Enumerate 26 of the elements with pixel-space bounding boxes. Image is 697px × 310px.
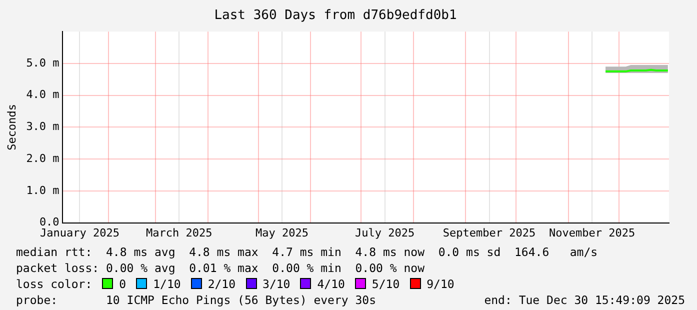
x-tick-label: November 2025 <box>549 226 636 240</box>
legend-label: 5/10 <box>372 277 400 291</box>
legend-label: 0 <box>119 277 126 291</box>
legend-label: 2/10 <box>208 277 236 291</box>
y-tick-label: 3.0 m <box>26 120 60 134</box>
x-tick-label: May 2025 <box>255 226 308 240</box>
y-tick-label: 4.0 m <box>26 88 60 102</box>
x-tick-label: July 2025 <box>354 226 415 240</box>
text: median rtt: 4.8 ms avg 4.8 ms max 4.7 ms min 4.8 ms now 0.0 ms sd 164.6 am/s <box>15 244 599 260</box>
text: probe: 10 ICMP Echo Pings (56 Bytes) every 30s <box>16 292 376 308</box>
y-tick-label: 2.0 m <box>26 152 60 165</box>
legend-label: 3/10 <box>262 277 290 291</box>
legend-label: 9/10 <box>426 277 454 291</box>
y-tick-label: 0.0 <box>39 216 60 229</box>
legend-title: loss color: <box>16 277 92 291</box>
y-tick-label: 5.0 m <box>26 56 60 70</box>
y-tick-label: 1.0 m <box>26 184 60 197</box>
text: packet loss: 0.00 % avg 0.01 % max 0.00 % min 0.00 % now <box>15 260 426 276</box>
chart-title: Last 360 Days from d76b9edfd0b1 <box>214 8 457 24</box>
y-axis-title: Seconds <box>5 104 18 150</box>
legend-label: 1/10 <box>153 277 181 291</box>
x-tick-label: January 2025 <box>40 226 120 240</box>
x-tick-label: September 2025 <box>442 226 536 240</box>
legend-label: 4/10 <box>317 277 345 291</box>
text: end: Tue Dec 30 15:49:09 2025 <box>484 292 685 308</box>
x-tick-label: March 2025 <box>146 226 212 240</box>
